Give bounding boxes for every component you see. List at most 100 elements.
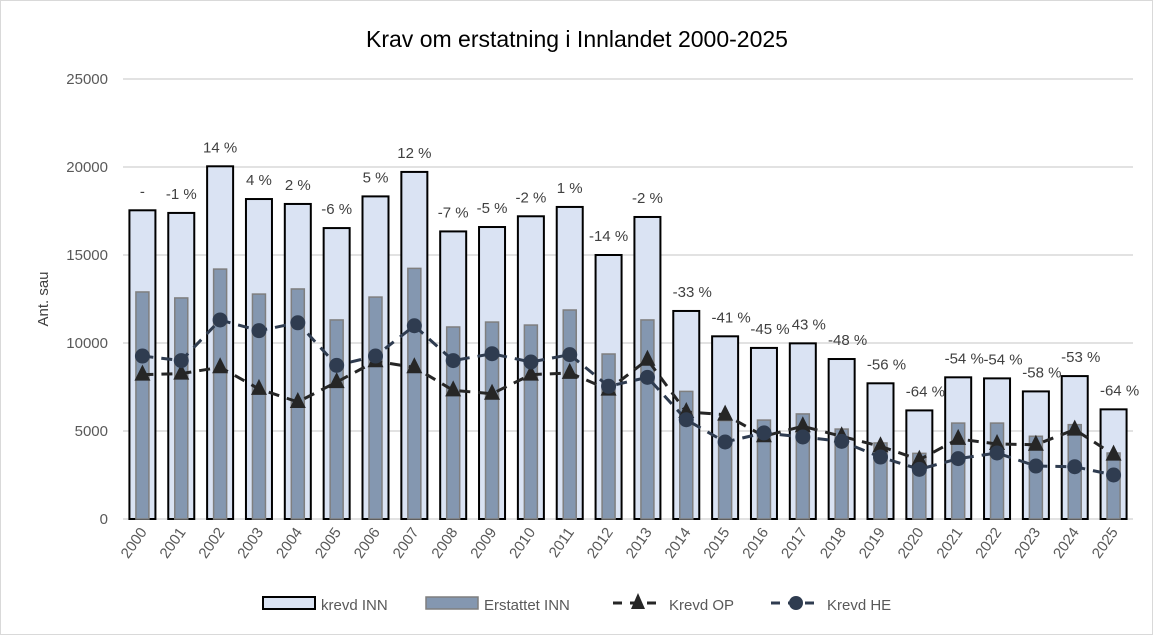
data-label: 4 % bbox=[246, 172, 272, 189]
data-label: 1 % bbox=[557, 180, 583, 197]
marker-krevd-op bbox=[950, 428, 967, 445]
x-tick-label: 2005 bbox=[312, 525, 345, 562]
x-tick-label: 2012 bbox=[584, 525, 617, 562]
bar-erstattet-inn bbox=[601, 353, 616, 520]
x-tick-label: 2004 bbox=[273, 525, 306, 562]
x-tick-label: 2000 bbox=[118, 525, 151, 562]
marker-krevd-he bbox=[212, 312, 228, 328]
marker-krevd-op bbox=[1105, 444, 1122, 461]
marker-krevd-he bbox=[873, 449, 888, 465]
marker-krevd-he bbox=[639, 369, 655, 385]
x-tick-label: 2009 bbox=[467, 525, 500, 562]
marker-krevd-he bbox=[1067, 459, 1083, 475]
bar-erstattet-inn bbox=[445, 326, 461, 520]
marker-krevd-he bbox=[989, 445, 1005, 461]
x-tick-label: 2011 bbox=[546, 525, 578, 561]
marker-krevd-op bbox=[1027, 434, 1044, 451]
y-tick-label: 20000 bbox=[66, 159, 108, 176]
legend-swatch-krevd-inn bbox=[262, 596, 316, 610]
y-tick-label: 5000 bbox=[75, 423, 108, 440]
marker-krevd-op bbox=[328, 372, 345, 389]
x-tick-label: 2007 bbox=[390, 525, 423, 562]
marker-krevd-op bbox=[639, 349, 656, 366]
triangle-icon bbox=[631, 593, 645, 609]
marker-krevd-he bbox=[717, 434, 733, 450]
data-label: -2 % bbox=[515, 189, 546, 206]
data-label: -1 % bbox=[166, 186, 197, 203]
data-label: -54 % bbox=[945, 350, 984, 367]
x-tick-label: 2022 bbox=[972, 525, 1005, 562]
bar-erstattet-inn bbox=[640, 319, 655, 520]
marker-krevd-he bbox=[911, 461, 927, 477]
marker-krevd-he bbox=[950, 451, 966, 467]
marker-krevd-op bbox=[911, 449, 928, 466]
marker-krevd-he bbox=[445, 353, 461, 369]
x-tick-label: 2019 bbox=[856, 525, 889, 562]
marker-krevd-op bbox=[212, 357, 229, 374]
marker-krevd-he bbox=[329, 357, 345, 373]
y-axis-label: Ant. sau bbox=[35, 271, 52, 326]
data-label: -41 % bbox=[712, 309, 751, 326]
marker-krevd-he bbox=[173, 353, 189, 369]
marker-krevd-op bbox=[717, 404, 734, 421]
bar-erstattet-inn bbox=[329, 319, 344, 520]
marker-krevd-he bbox=[251, 323, 267, 339]
data-label: -53 % bbox=[1061, 349, 1100, 366]
x-tick-label: 2013 bbox=[623, 525, 656, 562]
x-tick-label: 2024 bbox=[1050, 525, 1083, 562]
marker-krevd-he bbox=[562, 347, 578, 363]
data-label: -7 % bbox=[438, 204, 469, 221]
bar-erstattet-inn bbox=[251, 293, 267, 520]
bar-erstattet-inn bbox=[407, 267, 422, 520]
x-tick-label: 2020 bbox=[895, 525, 928, 562]
x-tick-label: 2010 bbox=[506, 525, 539, 562]
legend-swatch-erstattet-inn bbox=[425, 596, 479, 610]
data-label: -2 % bbox=[632, 190, 663, 207]
bar-erstattet-inn bbox=[950, 422, 966, 520]
data-label: 14 % bbox=[203, 139, 237, 156]
marker-krevd-op bbox=[250, 378, 267, 395]
y-tick-label: 0 bbox=[100, 511, 108, 528]
x-tick-label: 2014 bbox=[661, 525, 694, 562]
data-label: -5 % bbox=[477, 200, 508, 217]
bar-erstattet-inn bbox=[1106, 452, 1121, 520]
marker-krevd-op bbox=[406, 357, 423, 374]
bar-erstattet-inn bbox=[368, 296, 383, 520]
legend-label-erstattet-inn: Erstattet INN bbox=[484, 597, 570, 614]
data-label: 2 % bbox=[285, 177, 311, 194]
marker-krevd-he bbox=[678, 412, 694, 428]
y-tick-label: 15000 bbox=[66, 247, 108, 264]
marker-krevd-he bbox=[601, 378, 617, 394]
y-tick-label: 25000 bbox=[66, 71, 108, 88]
x-tick-label: 2001 bbox=[156, 525, 189, 562]
y-tick-label: 10000 bbox=[66, 335, 108, 352]
data-label: -14 % bbox=[589, 228, 628, 245]
data-label: - bbox=[140, 183, 145, 200]
marker-krevd-op bbox=[173, 363, 190, 380]
marker-krevd-op bbox=[445, 380, 462, 397]
marker-krevd-op bbox=[794, 416, 811, 433]
marker-krevd-op bbox=[522, 364, 539, 381]
marker-krevd-he bbox=[523, 354, 539, 370]
bar-erstattet-inn bbox=[212, 268, 228, 520]
marker-krevd-he bbox=[795, 429, 811, 445]
x-tick-label: 2008 bbox=[428, 525, 461, 562]
bar-erstattet-inn bbox=[484, 321, 500, 520]
x-tick-label: 2015 bbox=[700, 525, 733, 562]
marker-krevd-op bbox=[1066, 419, 1083, 436]
data-label: -6 % bbox=[321, 201, 352, 218]
marker-krevd-he bbox=[134, 348, 150, 364]
marker-krevd-op bbox=[561, 362, 578, 379]
legend-label-krevd-inn: krevd INN bbox=[321, 597, 388, 614]
data-label: -58 % bbox=[1022, 364, 1061, 381]
data-label: -56 % bbox=[867, 356, 906, 373]
bar-erstattet-inn bbox=[523, 324, 539, 520]
x-tick-label: 2025 bbox=[1089, 525, 1122, 562]
data-label: 12 % bbox=[397, 145, 431, 162]
data-label: -64 % bbox=[906, 383, 945, 400]
legend-label-krevd-op: Krevd OP bbox=[669, 597, 734, 614]
data-label: -64 % bbox=[1100, 382, 1139, 399]
data-label: -33 % bbox=[673, 284, 712, 301]
